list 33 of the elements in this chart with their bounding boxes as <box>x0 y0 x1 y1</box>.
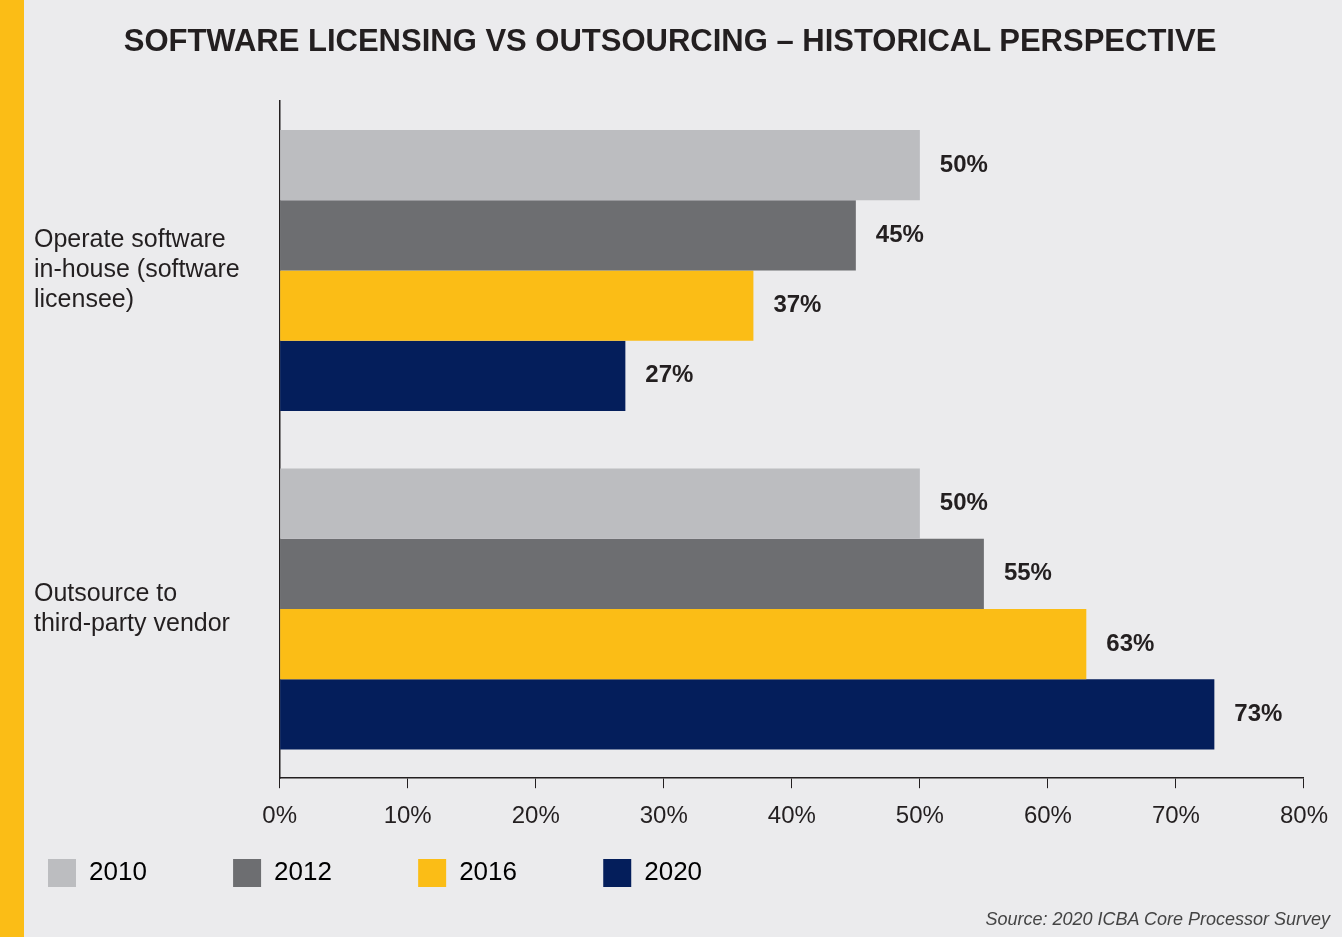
bar <box>280 468 920 539</box>
bar <box>280 608 1087 680</box>
x-tick-label: 10% <box>383 801 432 829</box>
data-label: 73% <box>1234 698 1283 726</box>
data-label: 45% <box>875 219 924 247</box>
bar <box>280 538 984 609</box>
x-tick-label: 40% <box>767 801 816 829</box>
x-tick-label: 80% <box>1279 801 1329 829</box>
data-label: 37% <box>773 290 822 318</box>
x-tick-label: 50% <box>895 801 944 829</box>
legend-label: 2010 <box>89 856 220 887</box>
legend-label: 2020 <box>644 856 775 887</box>
data-label: 55% <box>1003 558 1052 586</box>
source-note: Source: 2020 ICBA Core Processor Survey <box>985 909 1331 929</box>
bar <box>280 340 626 411</box>
x-tick-label: 30% <box>639 801 688 829</box>
y-tick-label: Operate software in-house (software licensee) <box>34 224 240 313</box>
chart-title: SOFTWARE LICENSING VS OUTSOURCING – HISTORICAL PERSPECTIVE <box>123 23 1217 59</box>
bar <box>280 679 1215 750</box>
bar <box>280 270 754 341</box>
legend-label: 2012 <box>274 856 405 887</box>
data-label: 50% <box>939 149 988 177</box>
x-tick-label: 20% <box>511 801 560 829</box>
x-tick-label: 0% <box>262 801 297 829</box>
bar <box>280 200 856 271</box>
data-label: 50% <box>939 488 988 516</box>
x-tick-label: 60% <box>1023 801 1072 829</box>
data-label: 27% <box>645 360 694 388</box>
legend-label: 2016 <box>459 856 590 887</box>
bar <box>280 129 920 201</box>
x-tick-label: 70% <box>1151 801 1200 829</box>
data-label: 63% <box>1106 628 1155 656</box>
y-tick-label: Outsource to third-party vendor <box>34 577 230 636</box>
